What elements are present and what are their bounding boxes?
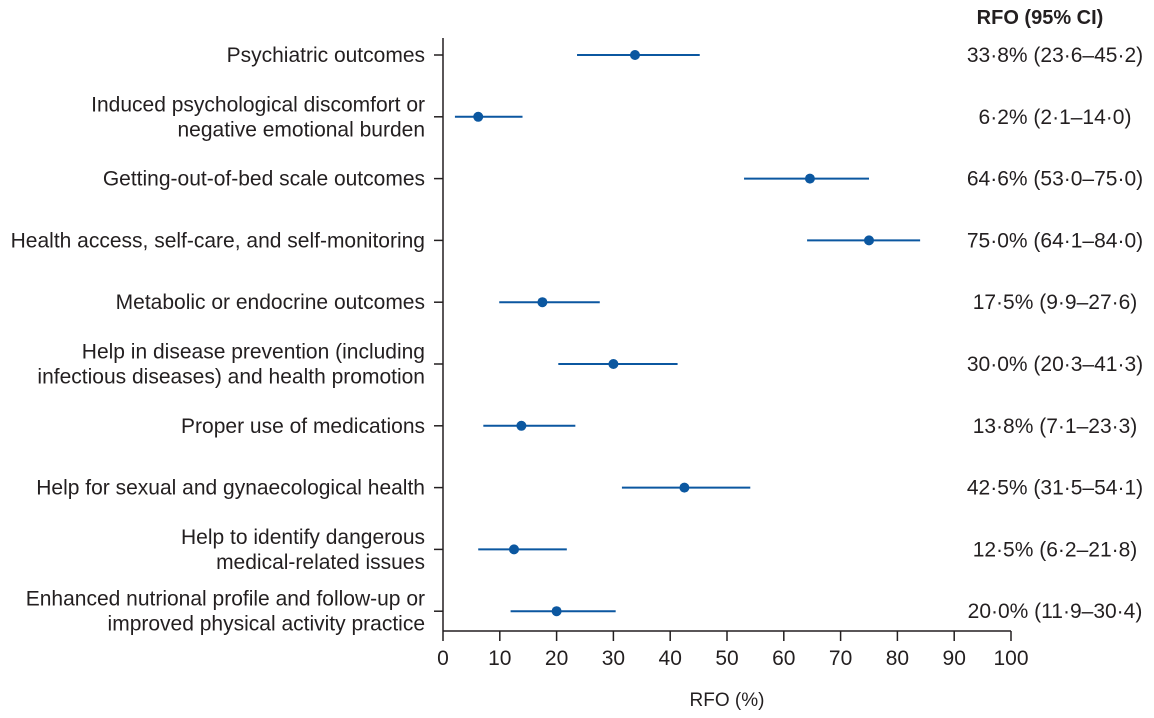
- forest-row: Induced psychological discomfort ornegat…: [91, 93, 1131, 141]
- point-estimate: [804, 173, 815, 184]
- x-axis-title: RFO (%): [690, 690, 765, 711]
- ci-value-label: 17·5% (9·9–27·6): [973, 291, 1138, 314]
- x-tick-label: 60: [772, 647, 795, 670]
- row-label: Psychiatric outcomes: [227, 44, 425, 67]
- row-label: Help to identify dangerous: [181, 526, 425, 549]
- point-estimate: [551, 606, 562, 617]
- ci-value-label: 20·0% (11·9–30·4): [968, 600, 1143, 623]
- ci-value-label: 12·5% (6·2–21·8): [973, 538, 1138, 561]
- forest-row: Proper use of medications 13·8% (7·1–23·3…: [181, 415, 1137, 438]
- row-label: Help for sexual and gynaecological healt…: [36, 477, 425, 500]
- rows-layer: Psychiatric outcomes 33·8% (23·6–45·2) Ind…: [11, 44, 1143, 636]
- x-tick-label: 50: [715, 647, 738, 670]
- x-tick-label: 70: [829, 647, 852, 670]
- row-label: Induced psychological discomfort or: [91, 93, 425, 116]
- ci-value-label: 6·2% (2·1–14·0): [979, 106, 1132, 129]
- forest-row: Health access, self-care, and self-monit…: [11, 229, 1143, 252]
- point-estimate: [473, 111, 484, 122]
- x-tick-label: 80: [886, 647, 909, 670]
- x-tick-label: 10: [488, 647, 511, 670]
- x-tick-label: 20: [545, 647, 568, 670]
- ci-value-label: 30·0% (20·3–41·3): [967, 353, 1143, 376]
- row-label: Enhanced nutrional profile and follow-up…: [26, 588, 425, 611]
- ci-column-header: RFO (95% CI): [977, 7, 1104, 29]
- forest-row: Enhanced nutrional profile and follow-up…: [26, 588, 1143, 636]
- row-label: infectious diseases) and health promotio…: [37, 366, 425, 389]
- point-estimate: [537, 297, 548, 308]
- x-tick-label: 0: [437, 647, 449, 670]
- point-estimate: [679, 482, 690, 493]
- x-tick-label: 40: [659, 647, 682, 670]
- x-tick-label: 100: [993, 647, 1028, 670]
- ci-value-label: 13·8% (7·1–23·3): [973, 415, 1138, 438]
- forest-row: Help to identify dangerousmedical-relate…: [181, 526, 1137, 574]
- forest-row: Metabolic or endocrine outcomes 17·5% (9·…: [116, 291, 1138, 314]
- forest-row: Help in disease prevention (includinginf…: [37, 341, 1143, 389]
- x-tick-label: 90: [943, 647, 966, 670]
- x-axis: 0 10 20 30 40 50 60 70 80 90 100: [437, 38, 1029, 670]
- x-tick-label: 30: [602, 647, 625, 670]
- point-estimate: [516, 420, 527, 431]
- row-label: Proper use of medications: [181, 415, 425, 438]
- forest-row: Getting-out-of-bed scale outcomes 64·6% (…: [103, 168, 1143, 191]
- row-label: Getting-out-of-bed scale outcomes: [103, 168, 425, 191]
- ci-value-label: 75·0% (64·1–84·0): [967, 229, 1143, 252]
- point-estimate: [629, 50, 640, 60]
- point-estimate: [608, 359, 619, 369]
- row-label: medical-related issues: [216, 551, 425, 574]
- ci-value-label: 64·6% (53·0–75·0): [967, 168, 1143, 191]
- ci-value-label: 33·8% (23·6–45·2): [967, 44, 1143, 67]
- row-label: Help in disease prevention (including: [82, 341, 425, 364]
- row-label: Metabolic or endocrine outcomes: [116, 291, 425, 314]
- point-estimate: [864, 235, 874, 246]
- forest-row: Help for sexual and gynaecological healt…: [36, 477, 1143, 500]
- row-label: negative emotional burden: [177, 118, 425, 141]
- row-label: Health access, self-care, and self-monit…: [11, 229, 425, 252]
- ci-value-label: 42·5% (31·5–54·1): [967, 477, 1143, 500]
- row-label: improved physical activity practice: [108, 613, 425, 636]
- point-estimate: [509, 544, 519, 555]
- forest-row: Psychiatric outcomes 33·8% (23·6–45·2): [227, 44, 1144, 67]
